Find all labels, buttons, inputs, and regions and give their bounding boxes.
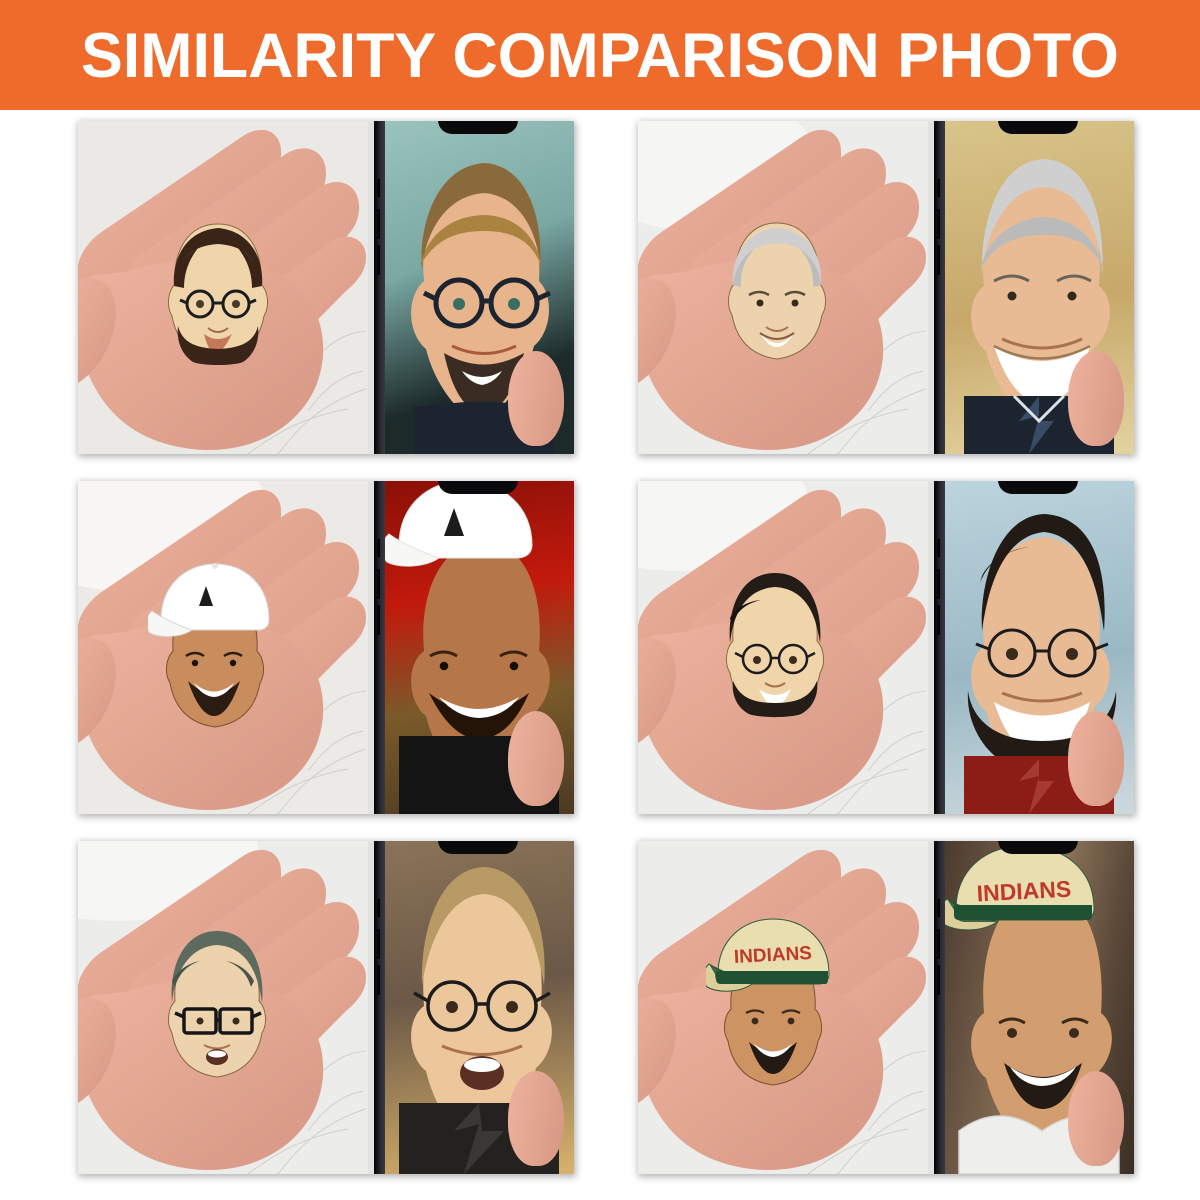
svg-text:INDIANS: INDIANS	[976, 876, 1072, 907]
svg-text:INDIANS: INDIANS	[733, 943, 812, 968]
